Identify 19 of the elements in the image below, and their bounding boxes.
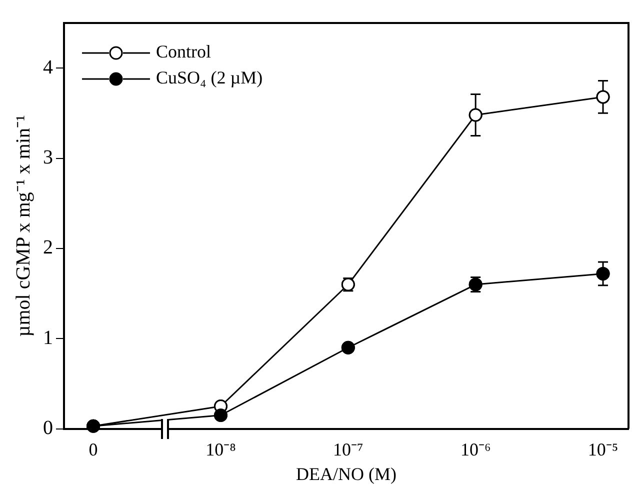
y-axis-title: µmol cGMP x mg⁻¹ x min⁻¹ (12, 115, 34, 337)
point (214, 408, 228, 422)
x-tick-label: 10⁻⁷ (333, 439, 364, 460)
x-axis-title: DEA/NO (M) (296, 464, 396, 484)
legend-label: CuSO₄ (2 µM) (156, 68, 263, 88)
point (468, 108, 482, 122)
y-tick-label: 0 (43, 417, 53, 440)
x-tick-label: 10⁻⁵ (588, 439, 618, 460)
point (596, 90, 610, 104)
point (341, 340, 355, 354)
x-tick-label: 10⁻⁸ (206, 439, 236, 460)
x-tick-label: 0 (88, 439, 98, 460)
y-tick-label: 2 (43, 236, 53, 259)
y-tick-label: 4 (43, 56, 53, 78)
y-tick-label: 1 (43, 326, 53, 349)
y-tick-label: 3 (43, 146, 53, 169)
legend-label: Control (156, 42, 212, 62)
point (596, 266, 610, 280)
x-tick-label: 10⁻⁶ (460, 439, 491, 460)
